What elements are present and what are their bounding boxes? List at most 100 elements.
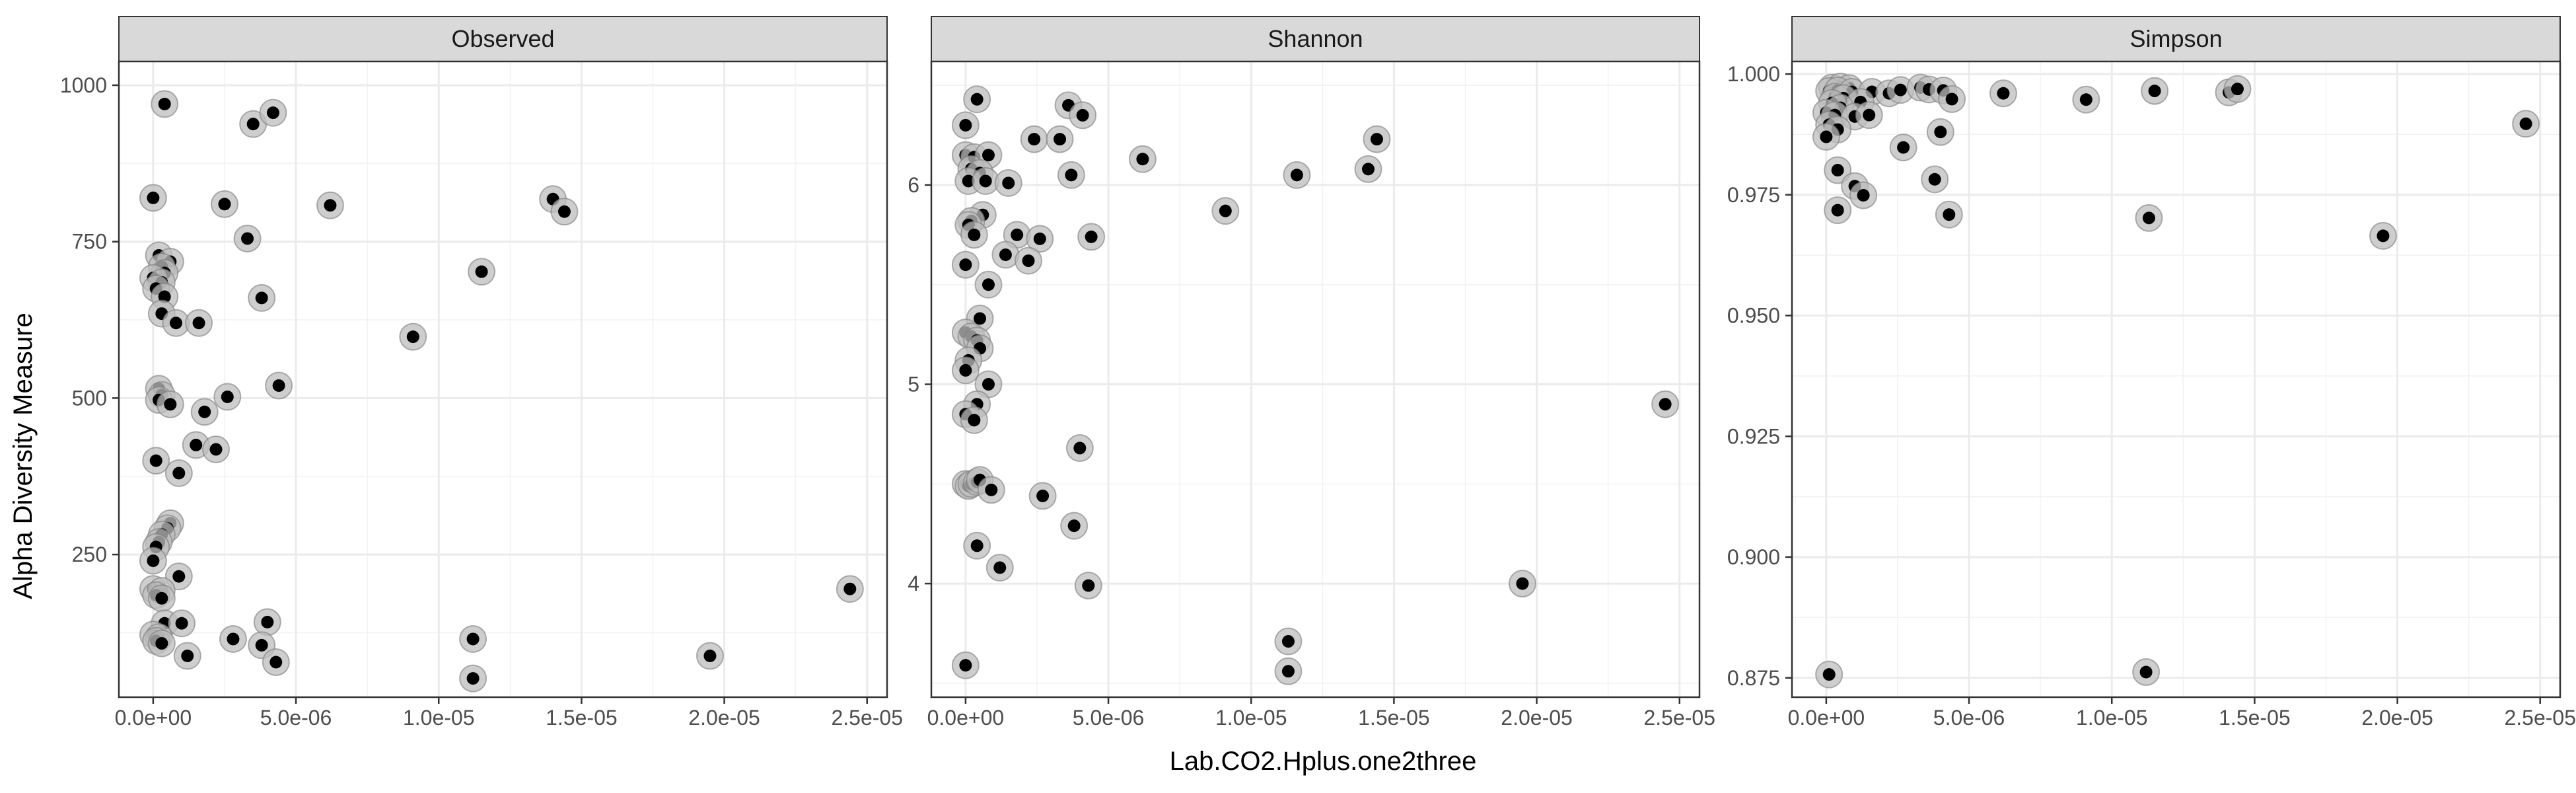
data-point [149,454,162,467]
data-point [1085,230,1098,243]
data-point [968,414,981,427]
data-point [1281,635,1295,648]
data-point [959,363,972,377]
y-tick-label: 5 [908,373,919,397]
data-point [973,312,986,325]
data-point [1945,93,1958,106]
y-tick-label: 1.000 [1727,62,1780,86]
facet-title: Shannon [1268,25,1363,52]
data-point [1219,204,1232,217]
data-point [255,638,268,652]
data-point [970,539,984,552]
data-point [175,617,188,630]
y-tick-label: 750 [72,230,107,254]
x-tick-label: 2.5e-05 [2504,706,2576,730]
data-point [169,317,182,330]
x-tick-label: 2.5e-05 [831,706,903,730]
y-tick-label: 4 [908,572,919,595]
data-point [241,232,254,245]
x-tick-label: 5.0e-06 [260,706,332,730]
data-point [406,330,419,344]
data-point [1076,108,1089,122]
x-tick-label: 1.0e-05 [403,706,475,730]
x-tick-label: 1.0e-05 [2076,706,2148,730]
data-point [1516,577,1529,590]
data-point [1894,83,1907,96]
data-point [979,174,992,188]
data-point [1820,130,1833,143]
y-tick-label: 250 [72,543,107,566]
data-point [192,317,205,330]
x-tick-label: 0.0e+00 [927,706,1005,730]
data-point [172,467,186,480]
data-point [1831,163,1844,176]
panel-background [1792,61,2560,697]
x-tick-label: 2.5e-05 [1643,706,1715,730]
x-tick-label: 2.0e-05 [2361,706,2433,730]
y-tick-label: 0.900 [1727,545,1780,569]
panel-border [930,60,1701,699]
data-point [2519,117,2532,130]
data-points [951,85,1680,685]
data-point [1370,133,1383,146]
data-point [218,198,231,211]
data-point [1897,141,1910,154]
data-point [970,93,984,106]
data-point [1928,172,1941,186]
y-tick-label: 0.950 [1727,304,1780,328]
data-point [982,378,995,391]
data-point [164,398,177,411]
data-point [2139,665,2153,679]
facet-strip [118,16,888,62]
data-point [703,650,717,663]
y-tick-label: 1000 [60,73,107,97]
data-point [1361,163,1375,176]
data-point [1067,519,1081,533]
data-point [261,615,274,628]
facet-panels: Observed 0.0e+00 5.0e-06 1.0e-05 1.5e-05 2.0e… [60,16,2576,730]
panel-shannon: Shannon 0.0e+00 5.0e-06 1.0e-05 1.5e-05 2.0e-… [908,16,1715,730]
data-point [1036,489,1050,502]
data-point [198,405,211,418]
panel-simpson: Simpson 0.0e+00 5.0e-06 1.0e-05 1.5e-05 2.0e-… [1727,16,2576,730]
facet-title: Observed [451,25,554,52]
data-point [1943,208,1956,221]
data-point [147,191,160,204]
data-point [1831,204,1844,217]
data-point [209,443,223,456]
data-point [1857,188,1870,202]
y-tick-label: 500 [72,386,107,410]
y-tick-label: 0.875 [1727,666,1780,690]
facet-strip [1791,16,2561,62]
data-point [221,391,234,404]
data-point [993,561,1007,574]
data-point [959,119,972,132]
data-points [1812,73,2540,689]
x-tick-label: 1.5e-05 [2219,706,2291,730]
data-point [172,570,186,583]
panel-background [931,61,1699,697]
data-point [1290,169,1303,182]
data-point [1659,398,1672,411]
data-point [962,174,975,188]
panel-background [119,61,887,697]
data-point [1281,665,1295,678]
data-point [2377,229,2390,243]
panel-observed: Observed 0.0e+00 5.0e-06 1.0e-05 1.5e-05 2.0e… [60,16,903,730]
data-point [324,199,337,212]
panel-border [1791,60,2561,699]
data-point [1934,126,1947,139]
data-point [2142,211,2155,225]
data-point [557,205,571,218]
data-point [227,632,240,646]
data-point [475,265,488,278]
data-point [1997,87,2010,100]
data-point [968,228,981,241]
data-point [155,637,168,650]
data-point [466,632,480,646]
data-point [1136,153,1149,166]
y-tick-label: 6 [908,173,919,197]
x-tick-label: 5.0e-06 [1073,706,1145,730]
data-point [1054,133,1067,146]
data-point [1073,441,1087,455]
